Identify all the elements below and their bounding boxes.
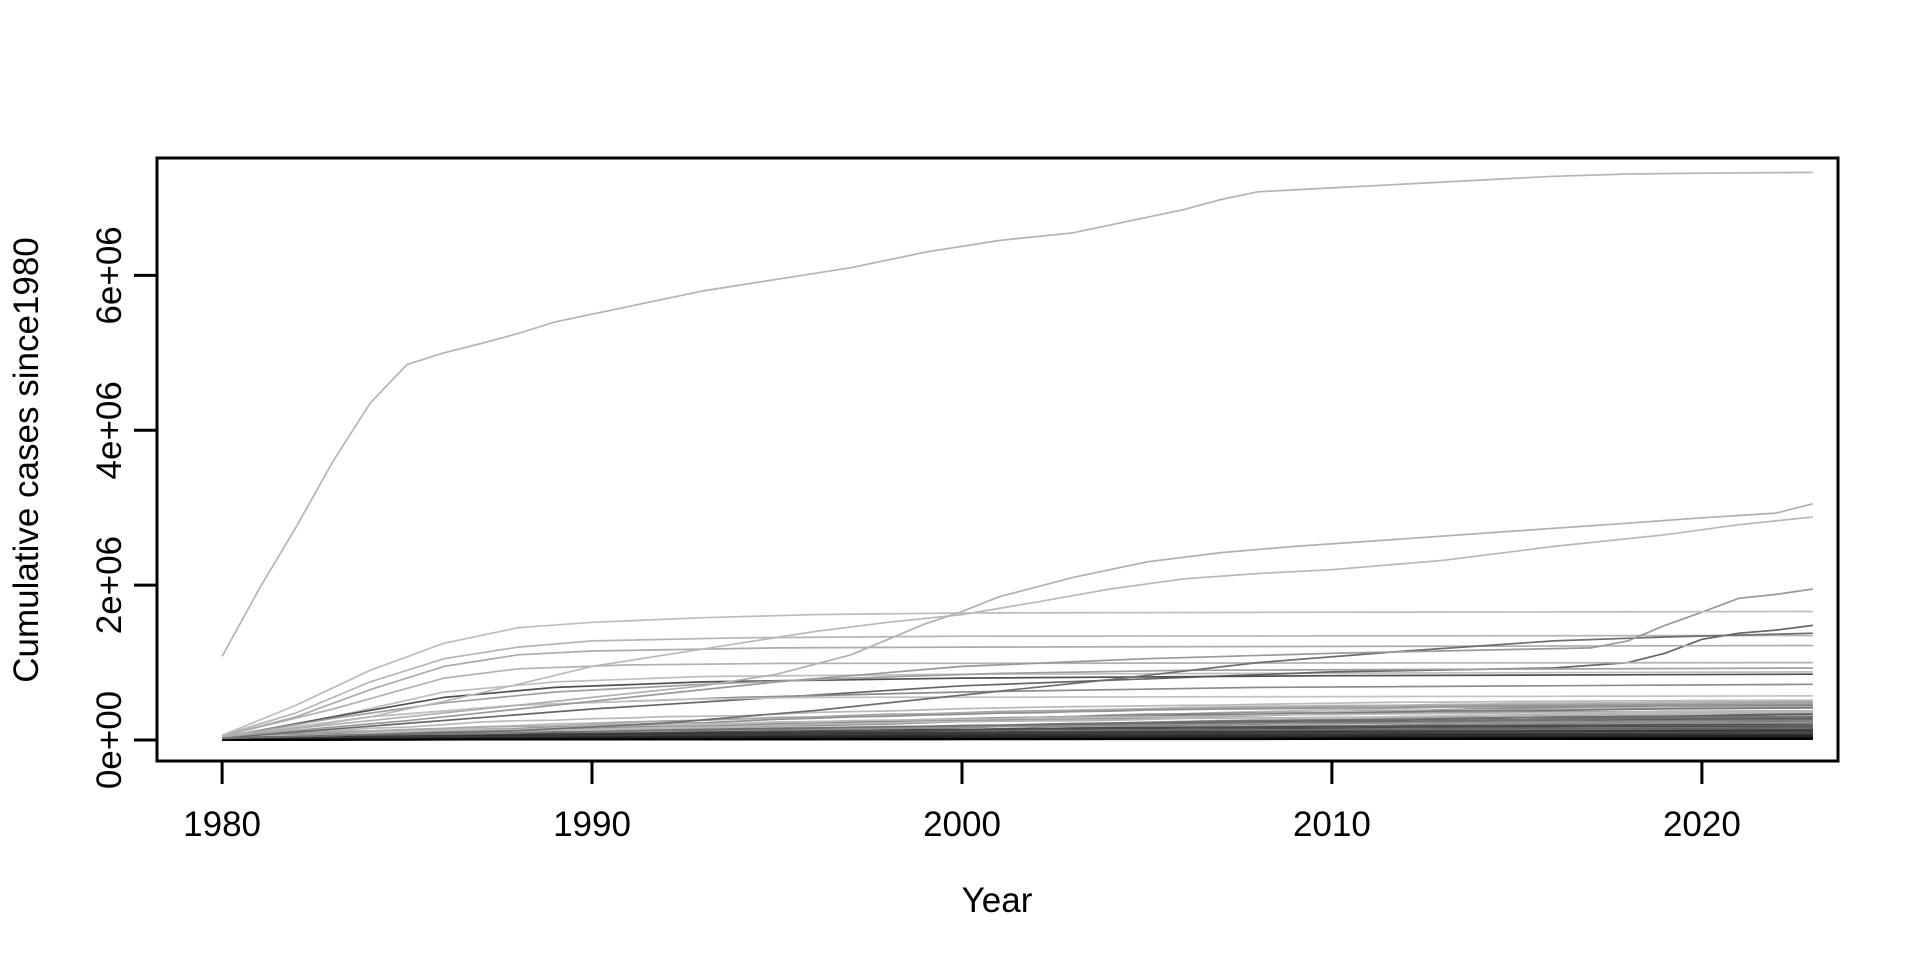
y-tick-label-2e+06: 2e+06 [90, 536, 129, 634]
x-tick-label-2020: 2020 [1663, 805, 1741, 844]
y-axis-tick-labels: 0e+00 2e+06 4e+06 6e+06 [90, 226, 129, 789]
x-tick-label-1980: 1980 [183, 805, 261, 844]
bundle-line [222, 702, 1813, 738]
series-line-series-8 [221, 644, 1813, 737]
y-tick-label-6e+06: 6e+06 [90, 226, 129, 324]
y-tick-label-0e+00: 0e+00 [90, 691, 129, 789]
bundle-line [222, 738, 1813, 741]
y-axis-title: Cumulative cases since1980 [7, 237, 46, 683]
x-tick-label-2010: 2010 [1293, 805, 1371, 844]
series-line-series-10 [221, 667, 1813, 738]
series-line-series-2 [222, 502, 1814, 737]
bundle-line [222, 699, 1813, 738]
x-axis-title: Year [962, 881, 1033, 920]
series-line-series-4-plateau [221, 610, 1813, 737]
series-line-series-3 [222, 516, 1813, 737]
bundle-line [222, 710, 1813, 740]
series-line-series-1-top [221, 171, 1813, 657]
series-lines-group [221, 171, 1814, 740]
series-line-series-9 [221, 661, 1813, 737]
plot-box-border [155, 156, 1840, 763]
x-tick-label-2000: 2000 [923, 805, 1001, 844]
x-tick-label-1990: 1990 [553, 805, 631, 844]
series-line-series-13 [221, 673, 1813, 739]
series-line-series-7 [221, 634, 1813, 737]
series-line-series-6-dark-riser [222, 632, 1813, 740]
y-axis-ticks [134, 273, 157, 742]
series-line-series-5-late-jump [222, 588, 1813, 738]
x-axis-tick-labels: 1980 1990 2000 2010 2020 [183, 805, 1741, 844]
bundle-lines-group [222, 699, 1813, 741]
x-axis-ticks [220, 761, 1704, 784]
y-tick-label-4e+06: 4e+06 [90, 381, 129, 479]
